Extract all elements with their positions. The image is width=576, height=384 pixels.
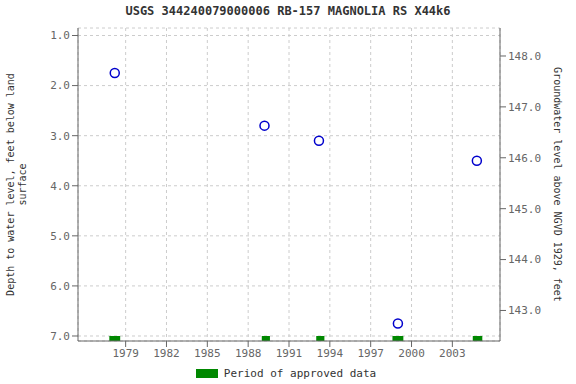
svg-text:3.0: 3.0 [50, 130, 70, 143]
svg-text:146.0: 146.0 [508, 152, 541, 165]
svg-text:2.0: 2.0 [50, 79, 70, 92]
svg-text:5.0: 5.0 [50, 230, 70, 243]
svg-text:7.0: 7.0 [50, 330, 70, 343]
svg-text:6.0: 6.0 [50, 280, 70, 293]
svg-text:147.0: 147.0 [508, 101, 541, 114]
svg-text:2003: 2003 [439, 347, 466, 360]
svg-text:1985: 1985 [194, 347, 221, 360]
svg-text:143.0: 143.0 [508, 304, 541, 317]
html-text:USGS 344240079000006 RB-157 MA: USGS 344240079000006 RB-157 MAGNOLIA RS … [125, 4, 451, 18]
svg-text:148.0: 148.0 [508, 50, 541, 63]
svg-text:1979: 1979 [112, 347, 139, 360]
html-text:Period of approved data: Period of approved data [223, 367, 377, 380]
svg-text:4.0: 4.0 [50, 180, 70, 193]
svg-text:1997: 1997 [357, 347, 384, 360]
svg-text:1.0: 1.0 [50, 29, 70, 42]
svg-text:1988: 1988 [235, 347, 262, 360]
svg-text:1982: 1982 [153, 347, 180, 360]
svg-text:1991: 1991 [276, 347, 303, 360]
svg-text:144.0: 144.0 [508, 253, 541, 266]
svg-text:2000: 2000 [398, 347, 425, 360]
svg-text:Groundwater level above NGVD 1: Groundwater level above NGVD 1929, feet [552, 67, 563, 302]
svg-text:1994: 1994 [317, 347, 344, 360]
svg-text:Depth to water level, feet bel: Depth to water level, feet below landsur… [8, 73, 28, 296]
svg-text:145.0: 145.0 [508, 203, 541, 216]
